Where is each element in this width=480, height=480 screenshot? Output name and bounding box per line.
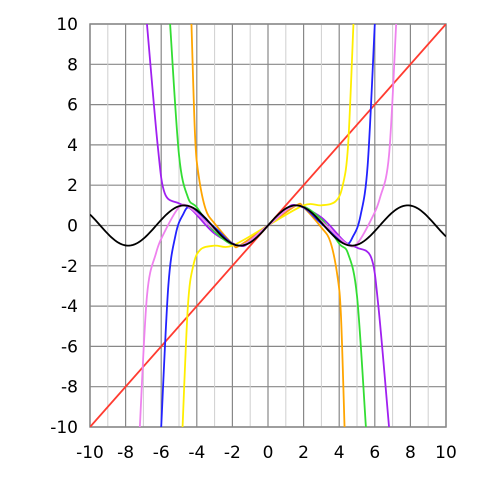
y-tick-label: 6 (67, 96, 78, 116)
plot-frame (89, 23, 447, 428)
y-tick-label: -10 (50, 418, 78, 438)
x-tick-label: 8 (405, 443, 416, 463)
y-tick-label: -4 (61, 297, 78, 317)
x-tick-label: 2 (298, 443, 309, 463)
y-tick-label: -2 (61, 257, 78, 277)
x-tick-label: 0 (263, 443, 274, 463)
x-tick-label: -2 (224, 443, 241, 463)
x-tick-label: -6 (153, 443, 170, 463)
y-tick-label: -8 (61, 378, 78, 398)
x-tick-label: -10 (76, 443, 104, 463)
x-tick-label: 10 (435, 443, 457, 463)
y-tick-label: -6 (61, 337, 78, 357)
y-tick-label: 0 (67, 217, 78, 237)
y-tick-label: 8 (67, 55, 78, 75)
x-tick-label: -4 (188, 443, 205, 463)
series-line-7 (90, 204, 446, 247)
x-tick-label: 6 (369, 443, 380, 463)
y-tick-label: 4 (67, 136, 78, 156)
y-tick-label: 10 (56, 15, 78, 35)
x-tick-label: -8 (117, 443, 134, 463)
y-tick-label: 2 (67, 176, 78, 196)
x-tick-label: 4 (334, 443, 345, 463)
